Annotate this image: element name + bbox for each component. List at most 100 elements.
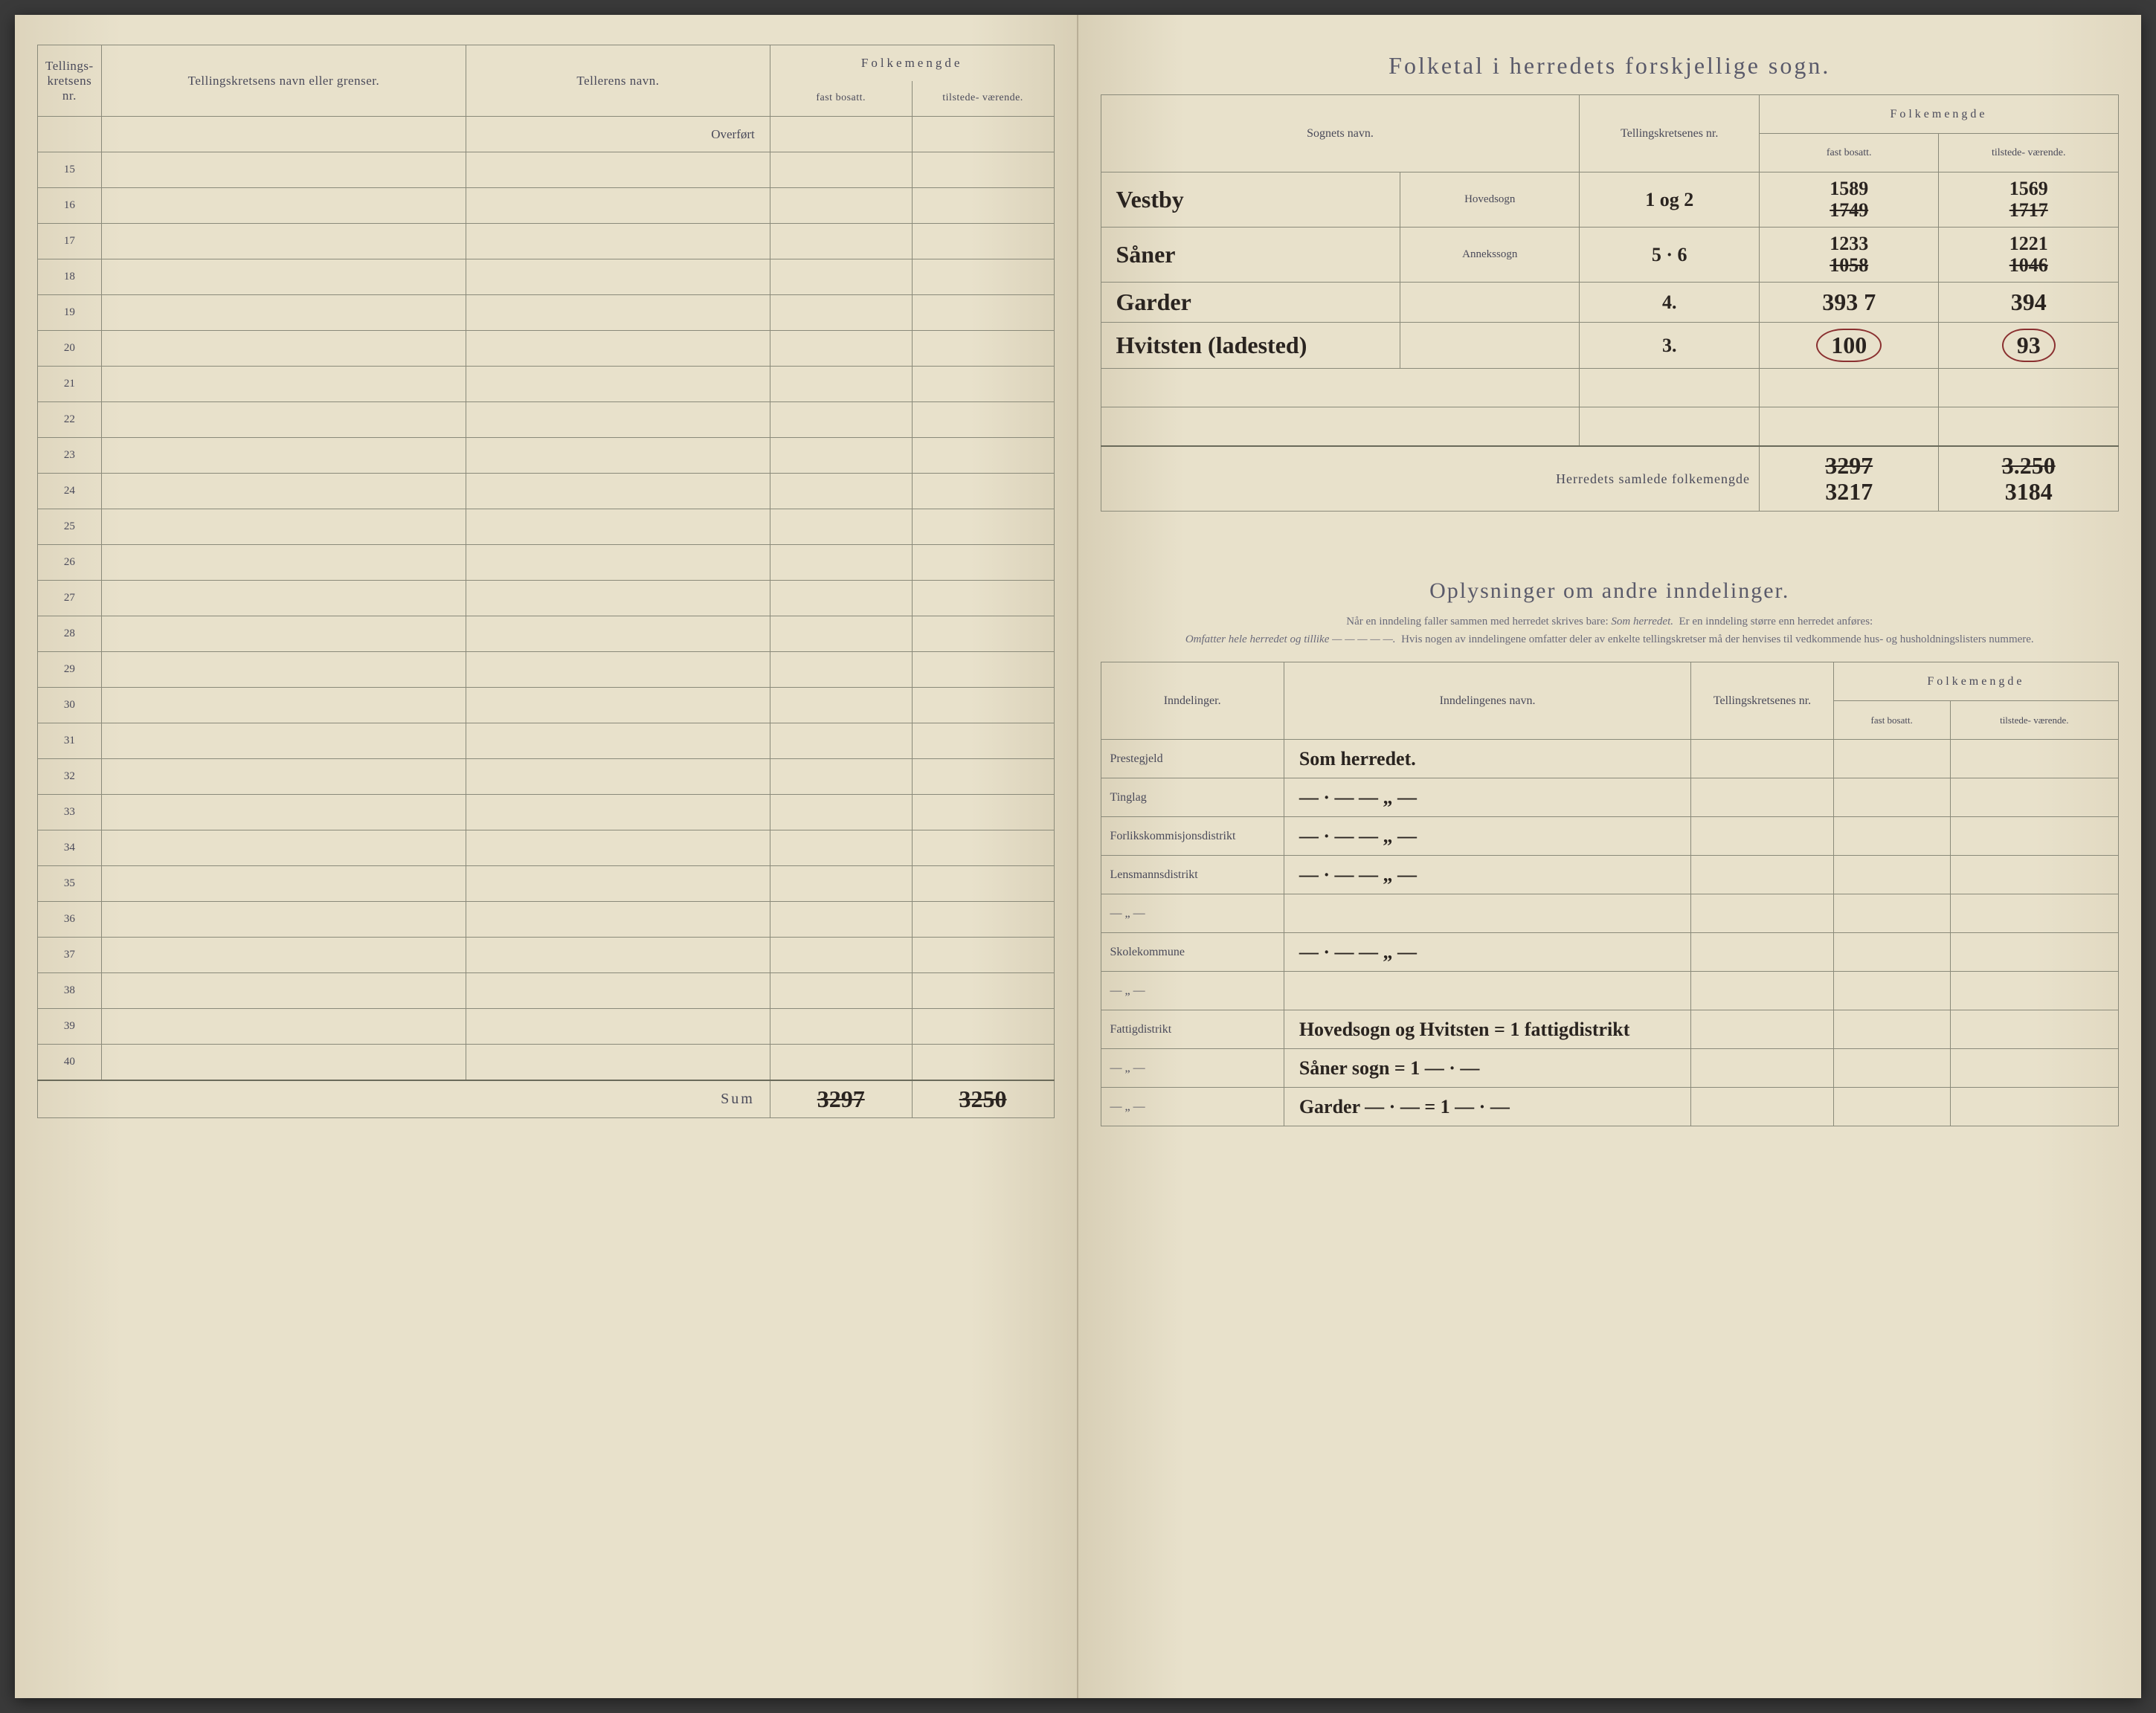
hdr-teller: Tellerens navn. [466,45,770,117]
row-nr: 28 [38,616,102,652]
sogn-fast: 12331058 [1759,228,1938,283]
ind-label: — „ — [1101,1049,1284,1088]
ind-label: — „ — [1101,894,1284,933]
sogn-type: Hovedsogn [1400,172,1580,228]
left-row: 38 [38,973,1055,1009]
row-nr: 27 [38,581,102,616]
sogn-name: Hvitsten (ladested) [1101,323,1400,369]
total-fast: 3297 3217 [1759,446,1938,512]
row-nr: 38 [38,973,102,1009]
ind-label: Tinglag [1101,778,1284,817]
ind-value [1284,894,1690,933]
overfort-row: Overført [38,117,1055,152]
sogn-fast: 100 [1759,323,1938,369]
row-nr: 23 [38,438,102,474]
sogn-nr: 5 · 6 [1580,228,1759,283]
ind-value: — · — — „ — [1284,817,1690,856]
oply-row: Forlikskommisjonsdistrikt— · — — „ — [1101,817,2119,856]
row-nr: 34 [38,830,102,866]
row-nr: 31 [38,723,102,759]
left-row: 25 [38,509,1055,545]
ind-label: — „ — [1101,1088,1284,1126]
left-row: 24 [38,474,1055,509]
hdr-indname: Inndelingenes navn. [1284,662,1690,740]
left-row: 40 [38,1045,1055,1080]
oply-tbody: PrestegjeldSom herredet.Tinglag— · — — „… [1101,740,2119,1126]
left-row: 19 [38,295,1055,331]
hdr-folke: Folkemengde [770,45,1054,81]
row-nr: 29 [38,652,102,688]
oply-table: Inndelinger. Inndelingenes navn. Telling… [1101,662,2120,1126]
row-nr: 19 [38,295,102,331]
hdr-ind: Inndelinger. [1101,662,1284,740]
oply-row: Tinglag— · — — „ — [1101,778,2119,817]
ind-value: Som herredet. [1284,740,1690,778]
total-label: Herredets samlede folkemengde [1101,446,1759,512]
sogn-row-empty [1101,369,2119,407]
sogn-nr: 1 og 2 [1580,172,1759,228]
left-row: 36 [38,902,1055,938]
sum-til: 3250 [912,1080,1054,1118]
sogn-name: Såner [1101,228,1400,283]
sum-label: Sum [38,1080,770,1118]
row-nr: 21 [38,367,102,402]
sogn-row: SånerAnnekssogn5 · 61233105812211046 [1101,228,2119,283]
sogn-row: VestbyHovedsogn1 og 21589174915691717 [1101,172,2119,228]
left-row: 30 [38,688,1055,723]
row-nr: 20 [38,331,102,367]
sogn-til: 394 [1939,283,2119,323]
ind-value: — · — — „ — [1284,933,1690,972]
sogn-til: 93 [1939,323,2119,369]
sogn-til: 15691717 [1939,172,2119,228]
hdr-sogn-fast: fast bosatt. [1759,134,1938,172]
ind-label: Fattigdistrikt [1101,1010,1284,1049]
row-nr: 40 [38,1045,102,1080]
left-row: 22 [38,402,1055,438]
sum-row: Sum 3297 3250 [38,1080,1055,1118]
ind-value: Hovedsogn og Hvitsten = 1 fattigdistrikt [1284,1010,1690,1049]
left-row: 34 [38,830,1055,866]
sogn-nr: 4. [1580,283,1759,323]
oply-row: — „ —Såner sogn = 1 — · — [1101,1049,2119,1088]
hdr-nr: Tellings- kretsens nr. [38,45,102,117]
row-nr: 33 [38,795,102,830]
left-row: 16 [38,188,1055,224]
right-page: Folketal i herredets forskjellige sogn. … [1078,15,2142,1698]
left-row: 21 [38,367,1055,402]
sogn-tbody: VestbyHovedsogn1 og 21589174915691717Sån… [1101,172,2119,446]
row-nr: 30 [38,688,102,723]
oply-row: — „ —Garder — · — = 1 — · — [1101,1088,2119,1126]
left-page: Tellings- kretsens nr. Tellingskretsens … [15,15,1078,1698]
left-row: 27 [38,581,1055,616]
left-row: 33 [38,795,1055,830]
left-table: Tellings- kretsens nr. Tellingskretsens … [37,45,1055,1118]
sogn-fast: 15891749 [1759,172,1938,228]
ind-value [1284,972,1690,1010]
row-nr: 35 [38,866,102,902]
oply-note: Når en inndeling faller sammen med herre… [1101,613,2120,648]
left-row: 32 [38,759,1055,795]
left-row: 29 [38,652,1055,688]
row-nr: 26 [38,545,102,581]
left-row: 17 [38,224,1055,259]
ind-value: Garder — · — = 1 — · — [1284,1088,1690,1126]
hdr-til: tilstede- værende. [912,81,1054,117]
sum-fast: 3297 [770,1080,912,1118]
sogn-type [1400,283,1580,323]
row-nr: 25 [38,509,102,545]
ind-label: Skolekommune [1101,933,1284,972]
left-row: 18 [38,259,1055,295]
sogn-row: Hvitsten (ladested)3.10093 [1101,323,2119,369]
hdr-ind-folke: Folkemengde [1833,662,2118,701]
hdr-ind-fast: fast bosatt. [1833,701,1950,740]
ind-value: Såner sogn = 1 — · — [1284,1049,1690,1088]
sogn-type [1400,323,1580,369]
left-row: 26 [38,545,1055,581]
oply-row: Skolekommune— · — — „ — [1101,933,2119,972]
row-nr: 18 [38,259,102,295]
hdr-name: Tellingskretsens navn eller grenser. [101,45,466,117]
sogn-title: Folketal i herredets forskjellige sogn. [1101,52,2120,80]
oply-row: FattigdistriktHovedsogn og Hvitsten = 1 … [1101,1010,2119,1049]
ind-label: Forlikskommisjonsdistrikt [1101,817,1284,856]
hdr-sogn: Sognets navn. [1101,95,1580,172]
